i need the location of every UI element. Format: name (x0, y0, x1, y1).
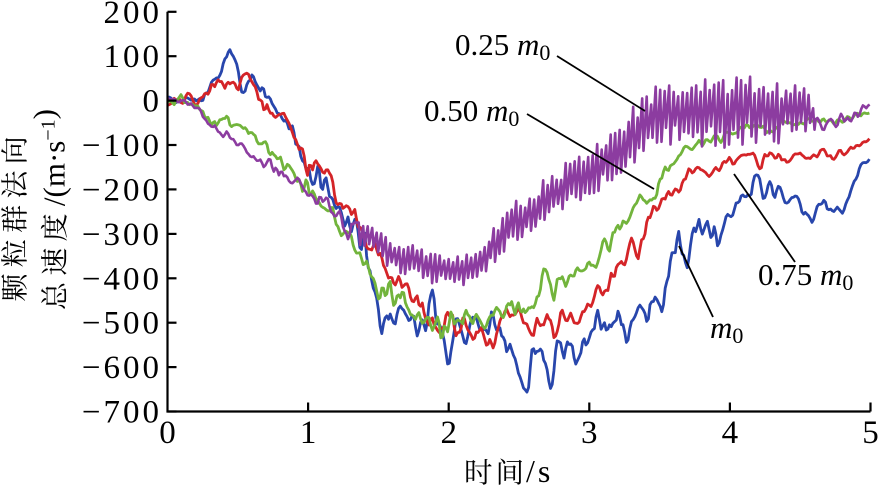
svg-text:0: 0 (143, 84, 163, 120)
svg-text:−300: −300 (82, 217, 162, 253)
svg-text:−200: −200 (82, 172, 162, 208)
svg-text:−400: −400 (82, 261, 162, 297)
svg-text:−100: −100 (82, 128, 162, 164)
svg-text:100: 100 (104, 39, 163, 75)
svg-text:0: 0 (159, 415, 176, 451)
svg-text:0.50 m0: 0.50 m0 (424, 93, 519, 131)
svg-text:−700: −700 (82, 395, 162, 431)
svg-text:−500: −500 (82, 306, 162, 342)
svg-text:1: 1 (300, 415, 317, 451)
svg-text:−600: −600 (82, 350, 162, 386)
svg-text:4: 4 (722, 415, 739, 451)
svg-text:2: 2 (440, 415, 457, 451)
svg-text:200: 200 (104, 0, 163, 31)
svg-text:0.75 m0: 0.75 m0 (758, 257, 853, 295)
svg-text:m0: m0 (710, 310, 743, 348)
svg-text:0.25 m0: 0.25 m0 (455, 27, 550, 65)
svg-text:5: 5 (862, 415, 879, 451)
svg-text:3: 3 (581, 415, 598, 451)
svg-text:/s: /s (526, 453, 553, 489)
